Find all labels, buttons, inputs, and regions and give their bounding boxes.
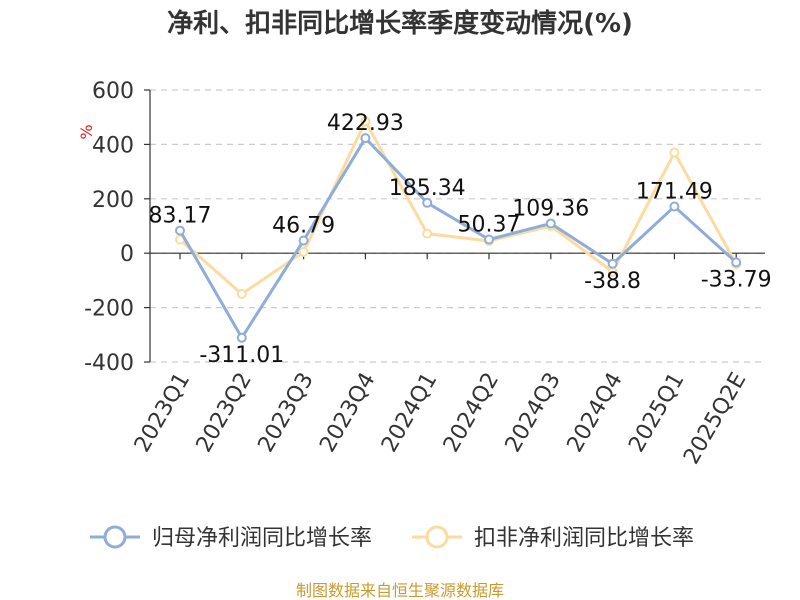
y-axis-unit: % bbox=[77, 124, 96, 139]
y-tick-label: -400 bbox=[84, 351, 134, 376]
y-tick-label: 400 bbox=[92, 133, 134, 158]
series-0-point[interactable] bbox=[731, 257, 742, 268]
legend-label-net-profit: 归母净利润同比增长率 bbox=[152, 526, 372, 551]
legend: 归母净利润同比增长率 扣非净利润同比增长率 bbox=[90, 525, 694, 551]
series-0-point[interactable] bbox=[422, 197, 433, 208]
series-0-point[interactable] bbox=[669, 201, 680, 212]
x-tick-label: 2024Q3 bbox=[501, 369, 566, 457]
data-label: -38.8 bbox=[584, 269, 641, 294]
legend-item-net-profit[interactable]: 归母净利润同比增长率 bbox=[90, 525, 372, 551]
series-0-point[interactable] bbox=[484, 234, 494, 245]
series-1-point[interactable] bbox=[422, 228, 433, 239]
x-tick-label: 2023Q4 bbox=[315, 369, 380, 457]
data-label: 422.93 bbox=[327, 111, 404, 136]
series-line-0 bbox=[178, 136, 738, 340]
series-0-point[interactable] bbox=[545, 218, 556, 229]
series-1-point[interactable] bbox=[236, 289, 247, 299]
chart-title: 净利、扣非同比增长率季度变动情况(%) bbox=[167, 8, 633, 39]
data-label: -311.01 bbox=[199, 343, 284, 368]
data-label: 109.36 bbox=[512, 196, 589, 221]
y-tick-labels: 600 400 200 0 -200 -400 bbox=[84, 79, 134, 376]
x-tick-label: 2023Q3 bbox=[253, 369, 318, 457]
data-label: 50.37 bbox=[458, 212, 521, 237]
series-1-point[interactable] bbox=[298, 246, 309, 257]
data-labels: 83.17 -311.01 46.79 422.93 185.34 50.37109.36… bbox=[149, 111, 772, 368]
y-tick-label: 600 bbox=[92, 79, 134, 104]
axes bbox=[144, 89, 765, 363]
series-0-point[interactable] bbox=[360, 133, 371, 144]
series-0-point[interactable] bbox=[298, 235, 309, 246]
x-tick-label: 2023Q1 bbox=[130, 369, 195, 457]
series-1-point[interactable] bbox=[360, 116, 371, 127]
data-label: -33.79 bbox=[701, 267, 772, 292]
legend-label-deducted-profit: 扣非净利润同比增长率 bbox=[474, 526, 694, 551]
data-label: 185.34 bbox=[389, 176, 466, 201]
x-tick-labels: 2023Q12023Q22023Q32023Q42024Q12024Q22024… bbox=[130, 369, 752, 469]
y-tick-label: 0 bbox=[120, 242, 134, 267]
data-label: 46.79 bbox=[272, 213, 335, 238]
x-tick-label: 2024Q1 bbox=[377, 369, 442, 457]
y-tick-label: -200 bbox=[84, 297, 134, 322]
y-tick-label: 200 bbox=[92, 188, 134, 213]
series-group bbox=[175, 116, 742, 343]
x-tick-label: 2025Q1 bbox=[624, 369, 689, 457]
series-0-point[interactable] bbox=[607, 258, 618, 269]
series-1-point[interactable] bbox=[669, 147, 680, 158]
x-tick-label: 2024Q2 bbox=[439, 369, 504, 457]
series-0-point[interactable] bbox=[175, 225, 185, 236]
legend-item-deducted-profit[interactable]: 扣非净利润同比增长率 bbox=[412, 525, 694, 551]
data-label: 83.17 bbox=[149, 204, 212, 229]
x-tick-label: 2023Q2 bbox=[192, 369, 257, 457]
series-0-point[interactable] bbox=[236, 332, 247, 343]
data-source-note: 制图数据来自恒生聚源数据库 bbox=[296, 581, 504, 600]
x-tick-label: 2024Q4 bbox=[562, 369, 627, 457]
x-tick-label: 2025Q2E bbox=[679, 369, 751, 469]
series-line-1 bbox=[179, 119, 738, 296]
data-label: 171.49 bbox=[636, 180, 713, 205]
